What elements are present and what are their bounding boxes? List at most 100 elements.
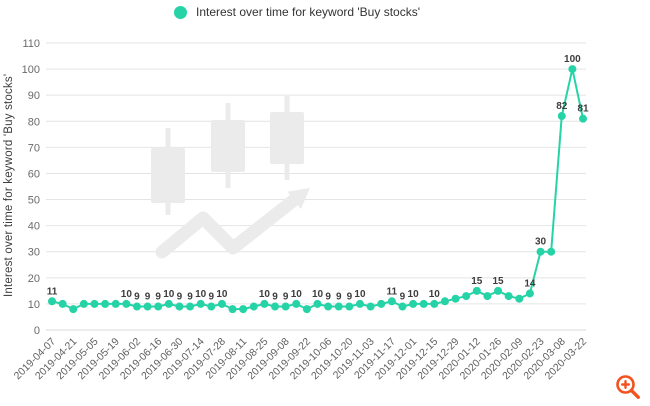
y-tick-label: 80 [28,116,40,128]
data-point[interactable] [292,299,301,308]
point-label: 82 [556,101,568,112]
point-label: 10 [259,289,271,300]
point-label: 9 [347,292,353,303]
data-point[interactable] [387,297,396,306]
point-label: 10 [408,289,420,300]
data-point[interactable] [175,302,184,311]
data-point[interactable] [228,305,237,314]
point-label: 9 [336,292,342,303]
point-label: 11 [47,286,58,297]
data-point[interactable] [504,292,513,301]
data-point[interactable] [419,299,428,308]
data-point[interactable] [249,302,258,311]
data-point[interactable] [164,299,173,308]
data-point[interactable] [271,302,280,311]
data-point[interactable] [154,302,163,311]
data-point[interactable] [345,302,354,311]
data-point[interactable] [451,294,460,303]
data-point[interactable] [462,292,471,301]
data-point[interactable] [207,302,216,311]
data-point[interactable] [440,297,449,306]
data-point[interactable] [547,247,556,256]
data-point[interactable] [515,294,524,303]
data-point[interactable] [355,299,364,308]
data-point[interactable] [377,299,386,308]
y-tick-label: 0 [34,325,40,337]
data-point[interactable] [186,302,195,311]
data-point[interactable] [101,299,110,308]
data-point[interactable] [525,289,534,298]
line-series [51,68,584,311]
data-point[interactable] [409,299,418,308]
point-label: 10 [195,289,207,300]
point-label: 9 [272,292,278,303]
data-point[interactable] [79,299,88,308]
point-label: 10 [216,289,228,300]
legend-marker-icon [174,5,187,19]
y-axis-title: Interest over time for keyword 'Buy stoc… [3,73,15,297]
data-point[interactable] [324,302,333,311]
point-label: 10 [354,289,366,300]
data-point[interactable] [48,297,56,306]
point-label: 10 [163,289,175,300]
zoom-in-icon[interactable] [614,373,642,401]
legend-label: Interest over time for keyword 'Buy stoc… [196,5,420,19]
data-point[interactable] [302,305,311,314]
data-point[interactable] [494,286,503,295]
y-tick-label: 50 [28,195,40,207]
point-label: 15 [471,276,483,287]
point-label: 9 [145,292,151,303]
data-point[interactable] [398,302,407,311]
point-label: 10 [291,289,303,300]
data-point[interactable] [217,299,226,308]
data-point[interactable] [334,302,343,311]
point-label: 11 [387,286,398,297]
point-label: 30 [535,237,547,248]
candlestick-watermark-icon [151,96,310,259]
data-point[interactable] [132,302,141,311]
data-point[interactable] [58,299,67,308]
point-label: 9 [187,292,193,303]
y-tick-label: 60 [28,168,40,180]
point-label: 15 [492,276,504,287]
point-label: 9 [325,292,331,303]
data-point[interactable] [557,112,566,121]
data-point[interactable] [69,305,78,314]
data-point[interactable] [579,114,587,123]
point-label: 9 [155,292,161,303]
data-point[interactable] [90,299,99,308]
y-tick-label: 40 [28,221,40,233]
data-point[interactable] [366,302,375,311]
data-point[interactable] [196,299,205,308]
point-label: 81 [577,104,589,115]
y-tick-label: 20 [28,273,40,285]
point-label: 9 [134,292,140,303]
point-label: 9 [400,292,406,303]
data-point[interactable] [122,299,131,308]
y-tick-label: 110 [22,38,40,50]
data-point[interactable] [143,302,152,311]
y-tick-label: 90 [28,90,40,102]
data-point[interactable] [281,302,290,311]
y-tick-label: 30 [28,247,40,259]
data-point[interactable] [430,299,439,308]
point-label: 10 [121,289,133,300]
data-point[interactable] [568,65,577,74]
point-label: 14 [524,278,536,289]
data-point[interactable] [260,299,269,308]
point-label: 9 [283,292,289,303]
point-label: 10 [429,289,441,300]
data-point[interactable] [483,292,492,301]
data-point[interactable] [111,299,120,308]
data-point[interactable] [313,299,322,308]
data-point[interactable] [472,286,481,295]
point-label: 10 [312,289,324,300]
data-point[interactable] [239,305,248,314]
point-label: 9 [209,292,215,303]
data-point[interactable] [536,247,545,256]
y-tick-label: 100 [22,64,40,76]
y-tick-label: 70 [28,142,40,154]
legend[interactable]: Interest over time for keyword 'Buy stoc… [0,5,622,19]
